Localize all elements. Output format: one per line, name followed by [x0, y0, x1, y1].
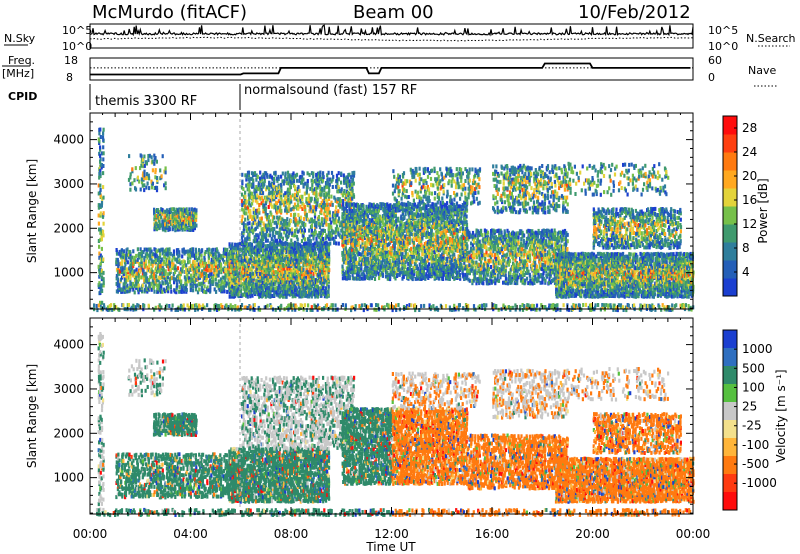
- colorbar-segment: [723, 260, 737, 279]
- colorbar-tick-label: 100: [742, 380, 765, 394]
- colorbar-segment: [723, 492, 737, 511]
- y-tick-label: 1000: [53, 471, 84, 485]
- freq-label-2: [MHz]: [2, 67, 34, 80]
- y-tick-label: 4000: [53, 133, 84, 147]
- nave-label: Nave: [748, 64, 776, 77]
- colorbar-tick-label: 500: [742, 361, 765, 375]
- nsky-series: [90, 25, 693, 35]
- colorbar-segment: [723, 188, 737, 207]
- freq-tick-hi: 18: [64, 54, 78, 67]
- nave-tick-lo: 0: [708, 71, 715, 84]
- beam-title: Beam 00: [353, 2, 434, 23]
- freq-tick-lo: 8: [66, 71, 73, 84]
- nave-tick-hi: 60: [708, 54, 722, 67]
- cpid-row: CPID themis 3300 RF normalsound (fast) 1…: [8, 83, 417, 110]
- velocity-ylabel: Slant Range [km]: [25, 364, 39, 468]
- freq-label-1: Freq.: [8, 54, 35, 67]
- nsky-label: N.Sky: [4, 32, 36, 45]
- x-tick-label: 12:00: [374, 527, 409, 541]
- velocity-colorbar: 1000 500 100 25 -25 -100 -500 -1000: [723, 330, 777, 511]
- colorbar-tick-label: 24: [742, 145, 757, 159]
- y-tick-label: 4000: [53, 338, 84, 352]
- cpid-label: CPID: [8, 90, 37, 103]
- nsky-tick-hi: 10^5: [62, 24, 92, 37]
- colorbar-segment: [723, 134, 737, 153]
- nsearch-label: N.Search: [746, 32, 796, 45]
- colorbar-tick-label: 12: [742, 217, 757, 231]
- nsearch-tick-lo: 10^0: [708, 40, 738, 53]
- colorbar-tick-label: 28: [742, 121, 757, 135]
- colorbar-segment: [723, 206, 737, 225]
- colorbar-tick-label: -500: [742, 457, 769, 471]
- colorbar-tick-label: -100: [742, 438, 769, 452]
- colorbar-segment: [723, 348, 737, 367]
- colorbar-segment: [723, 384, 737, 403]
- nsky-tick-lo: 10^0: [62, 40, 92, 53]
- colorbar-segment: [723, 402, 737, 421]
- colorbar-segment: [723, 152, 737, 171]
- colorbar-tick-label: -1000: [742, 476, 777, 490]
- colorbar-segment: [723, 170, 737, 189]
- x-tick-label: 00:00: [676, 527, 711, 541]
- colorbar-tick-label: 4: [742, 265, 750, 279]
- power-cbar-label: Power [dB]: [756, 178, 770, 243]
- colorbar-segment: [723, 242, 737, 261]
- x-tick-label: 08:00: [274, 527, 309, 541]
- y-tick-label: 1000: [53, 266, 84, 280]
- colorbar-segment: [723, 456, 737, 475]
- colorbar-segment: [723, 420, 737, 439]
- colorbar-tick-label: 25: [742, 400, 757, 414]
- power-ylabel: Slant Range [km]: [25, 159, 39, 263]
- y-tick-label: 2000: [53, 426, 84, 440]
- colorbar-segment: [723, 438, 737, 457]
- x-tick-label: 16:00: [475, 527, 510, 541]
- power-colorbar: 4 8 12 16 20 24 28: [723, 116, 757, 297]
- colorbar-segment: [723, 116, 737, 135]
- x-tick-labels: 00:00 04:00 08:00 12:00 16:00 20:00 00:00: [73, 527, 711, 541]
- power-panel: 1000 2000 3000 4000 Slant Range [km] 4 8 12 16…: [25, 113, 770, 312]
- colorbar-tick-label: 16: [742, 193, 757, 207]
- x-tick-label: 20:00: [575, 527, 610, 541]
- y-tick-label: 3000: [53, 382, 84, 396]
- nsearch-tick-hi: 10^5: [708, 24, 738, 37]
- nave-series: [90, 64, 691, 75]
- colorbar-segment: [723, 278, 737, 297]
- y-tick-label: 3000: [53, 177, 84, 191]
- freq-panel: Freq. [MHz] 18 8 60 0 Nave: [2, 54, 778, 86]
- cpid-mode-normalsound: normalsound (fast) 157 RF: [244, 83, 417, 98]
- nsearch-series: [90, 37, 693, 41]
- velocity-cbar-label: Velocity [m s⁻¹]: [774, 369, 788, 462]
- date-title: 10/Feb/2012: [578, 2, 691, 23]
- nsky-panel: N.Sky 10^5 10^0 10^5 10^0 N.Search: [4, 24, 796, 53]
- rti-figure: McMurdo (fitACF) Beam 00 10/Feb/2012 N.S…: [0, 0, 800, 554]
- x-tick-label: 04:00: [173, 527, 208, 541]
- x-tick-label: 00:00: [73, 527, 108, 541]
- colorbar-tick-label: 8: [742, 241, 750, 255]
- colorbar-segment: [723, 330, 737, 349]
- station-title: McMurdo (fitACF): [92, 2, 247, 23]
- y-tick-label: 2000: [53, 221, 84, 235]
- cpid-mode-themis: themis 3300 RF: [95, 94, 197, 109]
- colorbar-segment: [723, 224, 737, 243]
- colorbar-tick-label: 20: [742, 169, 757, 183]
- x-axis-label: Time UT: [365, 540, 416, 554]
- velocity-panel: 1000 2000 3000 4000 Slant Range [km] 1000 50…: [25, 318, 788, 517]
- colorbar-tick-label: 1000: [742, 342, 773, 356]
- colorbar-tick-label: -25: [742, 419, 762, 433]
